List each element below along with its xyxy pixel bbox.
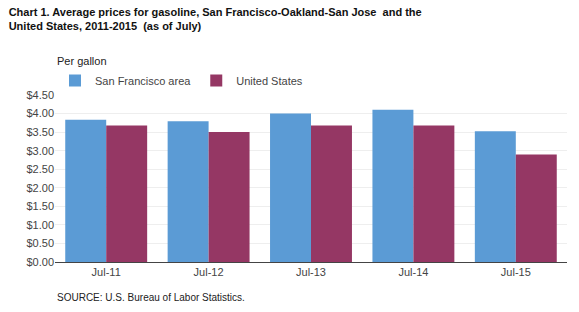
svg-text:$0.50: $0.50	[26, 237, 54, 249]
svg-text:SOURCE: U.S. Bureau of Labor S: SOURCE: U.S. Bureau of Labor Statistics.	[57, 292, 245, 303]
svg-text:San Francisco area: San Francisco area	[95, 75, 191, 87]
svg-text:Jul-13: Jul-13	[296, 266, 326, 278]
svg-text:Per gallon: Per gallon	[57, 55, 107, 67]
svg-text:Jul-14: Jul-14	[398, 266, 428, 278]
svg-text:$1.00: $1.00	[26, 219, 54, 231]
svg-text:Jul-15: Jul-15	[501, 266, 531, 278]
svg-text:Chart 1. Average prices for ga: Chart 1. Average prices for gasoline, Sa…	[9, 6, 422, 32]
svg-text:$4.50: $4.50	[26, 89, 54, 101]
svg-text:$2.50: $2.50	[26, 163, 54, 175]
svg-text:$1.50: $1.50	[26, 200, 54, 212]
svg-text:$3.50: $3.50	[26, 126, 54, 138]
svg-text:$3.00: $3.00	[26, 145, 54, 157]
svg-text:Jul-11: Jul-11	[92, 266, 121, 278]
svg-text:Jul-12: Jul-12	[194, 266, 224, 278]
svg-text:$4.00: $4.00	[26, 107, 54, 119]
svg-text:United States: United States	[236, 75, 303, 87]
svg-text:$2.00: $2.00	[26, 182, 54, 194]
svg-text:$0.00: $0.00	[26, 256, 54, 268]
